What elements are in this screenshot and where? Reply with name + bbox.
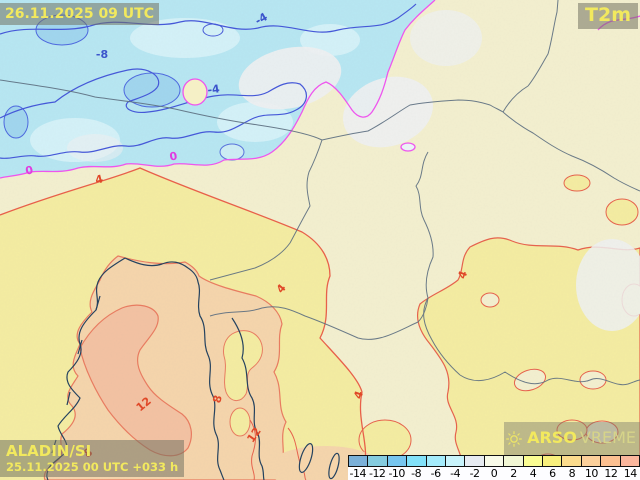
contour-label: 0 bbox=[168, 149, 178, 163]
contours-cold bbox=[0, 3, 417, 160]
colorbar-cell bbox=[387, 456, 408, 466]
model-name-label: ALADIN/SI bbox=[6, 441, 92, 460]
colorbar-cell bbox=[543, 456, 563, 466]
colorbar-cell bbox=[446, 456, 466, 466]
colorbar-tick-label: -4 bbox=[450, 467, 461, 480]
colorbar-tick-label: -6 bbox=[430, 467, 441, 480]
colorbar-tick-label: 10 bbox=[584, 467, 599, 480]
colorbar-cell bbox=[465, 456, 485, 466]
colorbar-cell bbox=[407, 456, 427, 466]
agency-label: ARSO bbox=[527, 428, 577, 448]
colorbar-cell bbox=[620, 456, 640, 466]
contour-label: -8 bbox=[96, 48, 108, 61]
valid-datetime-box: 26.11.2025 09 UTC bbox=[0, 3, 159, 26]
country-borders bbox=[0, 0, 640, 386]
colorbar-tick-label: -2 bbox=[469, 467, 480, 480]
colorbar-tick-label: -8 bbox=[411, 467, 422, 480]
colorbar-cell bbox=[426, 456, 447, 466]
colorbar-tick-label: 14 bbox=[623, 467, 638, 480]
model-info-box: ALADIN/SI 25.11.2025 00 UTC +033 h bbox=[0, 439, 185, 477]
colorbar-cell bbox=[581, 456, 602, 466]
colorbar-tick-label: 6 bbox=[549, 467, 556, 480]
colorbar-tick-label: 2 bbox=[510, 467, 517, 480]
colorbar-cell bbox=[349, 456, 369, 466]
colorbar-cell bbox=[484, 456, 505, 466]
colorbar-cell bbox=[562, 456, 582, 466]
colorbar-cell bbox=[368, 456, 388, 466]
product-label: VREME bbox=[579, 428, 636, 448]
colorbar-cells bbox=[348, 455, 640, 467]
colorbar-cell bbox=[504, 456, 524, 466]
parameter-label: T2m bbox=[585, 4, 631, 26]
contour-label: -4 bbox=[253, 10, 270, 28]
colorbar-tick-label: -14 bbox=[349, 467, 367, 480]
colorbar-tick-label: 8 bbox=[568, 467, 576, 480]
contour-label: 4 bbox=[351, 389, 366, 401]
colorbar-tick-label: -10 bbox=[388, 467, 405, 480]
colorbar-cell bbox=[601, 456, 621, 466]
contour-warm-southwest bbox=[0, 167, 369, 480]
valid-datetime-label: 26.11.2025 09 UTC bbox=[5, 6, 154, 22]
sun-icon bbox=[506, 430, 522, 447]
colorbar-tick-label: 4 bbox=[529, 467, 537, 480]
contour-label: 4 bbox=[94, 172, 105, 187]
branding-watermark: ARSO VREME bbox=[504, 422, 640, 455]
colorbar-ticks: -14 -12 -10 -8 -6 -4 -2 0 2 4 6 8 10 12 14 bbox=[348, 467, 640, 480]
contour-label: 8 bbox=[210, 394, 225, 405]
contour-label: 4 bbox=[455, 269, 470, 281]
colorbar-cell bbox=[523, 456, 544, 466]
model-run-label: 25.11.2025 00 UTC +033 h bbox=[6, 459, 179, 474]
colorbar-tick-label: -12 bbox=[368, 467, 386, 480]
colorbar-tick-label: 0 bbox=[490, 467, 498, 480]
contour-label: -4 bbox=[207, 82, 221, 97]
contour-label: 0 bbox=[24, 163, 35, 177]
colorbar-tick-label: 12 bbox=[604, 467, 618, 480]
parameter-box: T2m bbox=[578, 3, 638, 29]
